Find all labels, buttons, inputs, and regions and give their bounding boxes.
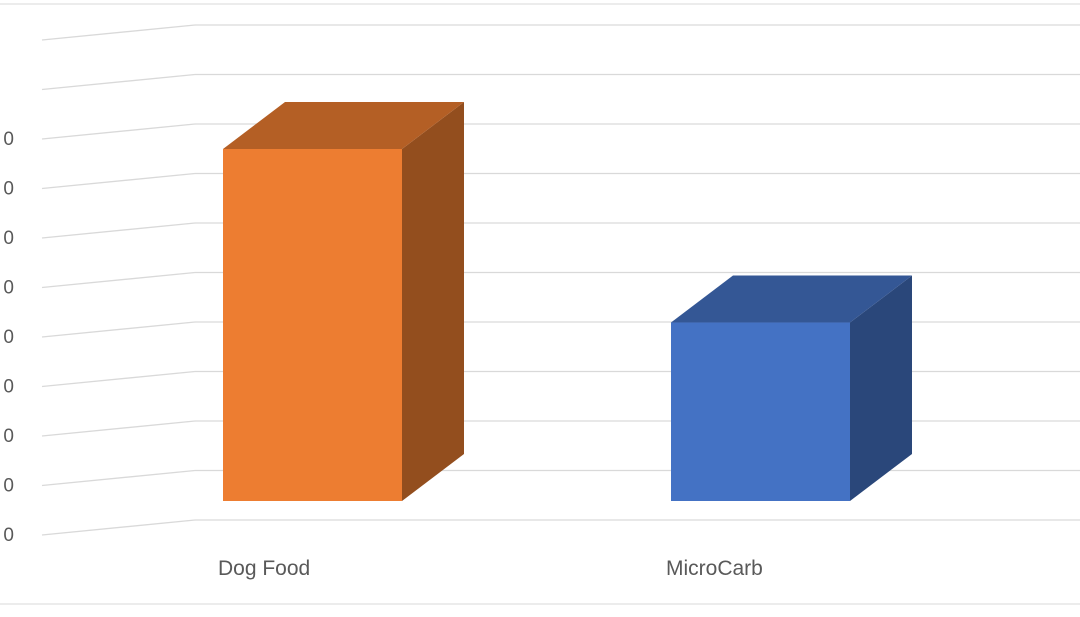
y-tick-label: 0 <box>3 476 14 497</box>
gridline-side <box>41 321 196 338</box>
gridline-side <box>41 123 196 140</box>
y-tick-label: 0 <box>3 426 14 447</box>
y-tick-label: 0 <box>3 377 14 398</box>
gridline-side <box>41 469 196 487</box>
y-tick-label: 0 <box>3 278 14 299</box>
y-tick-label: 0 <box>3 228 14 249</box>
bar-side-face <box>850 275 912 501</box>
y-tick-label: 0 <box>3 525 14 546</box>
bar-side-face <box>402 102 464 501</box>
category-label: Dog Food <box>218 557 310 580</box>
gridline-side <box>41 222 196 239</box>
bar-microcarb <box>671 275 912 501</box>
bar-front-face <box>223 149 402 501</box>
bar-top-face <box>223 102 464 149</box>
gridline-side <box>41 24 196 41</box>
bar-top-face <box>671 275 912 323</box>
gridline-side <box>41 73 196 91</box>
gridline-side <box>41 519 196 536</box>
y-tick-label: 0 <box>3 179 14 200</box>
y-tick-label: 0 <box>3 327 14 348</box>
y-tick-label: 0 <box>3 129 14 150</box>
gridline-side <box>41 370 196 388</box>
category-label: MicroCarb <box>666 557 763 580</box>
gridline-side <box>41 271 196 289</box>
bar-dog-food <box>223 102 464 501</box>
gridline-side <box>41 420 196 437</box>
gridline-side <box>41 172 196 190</box>
bar-front-face <box>671 322 850 501</box>
